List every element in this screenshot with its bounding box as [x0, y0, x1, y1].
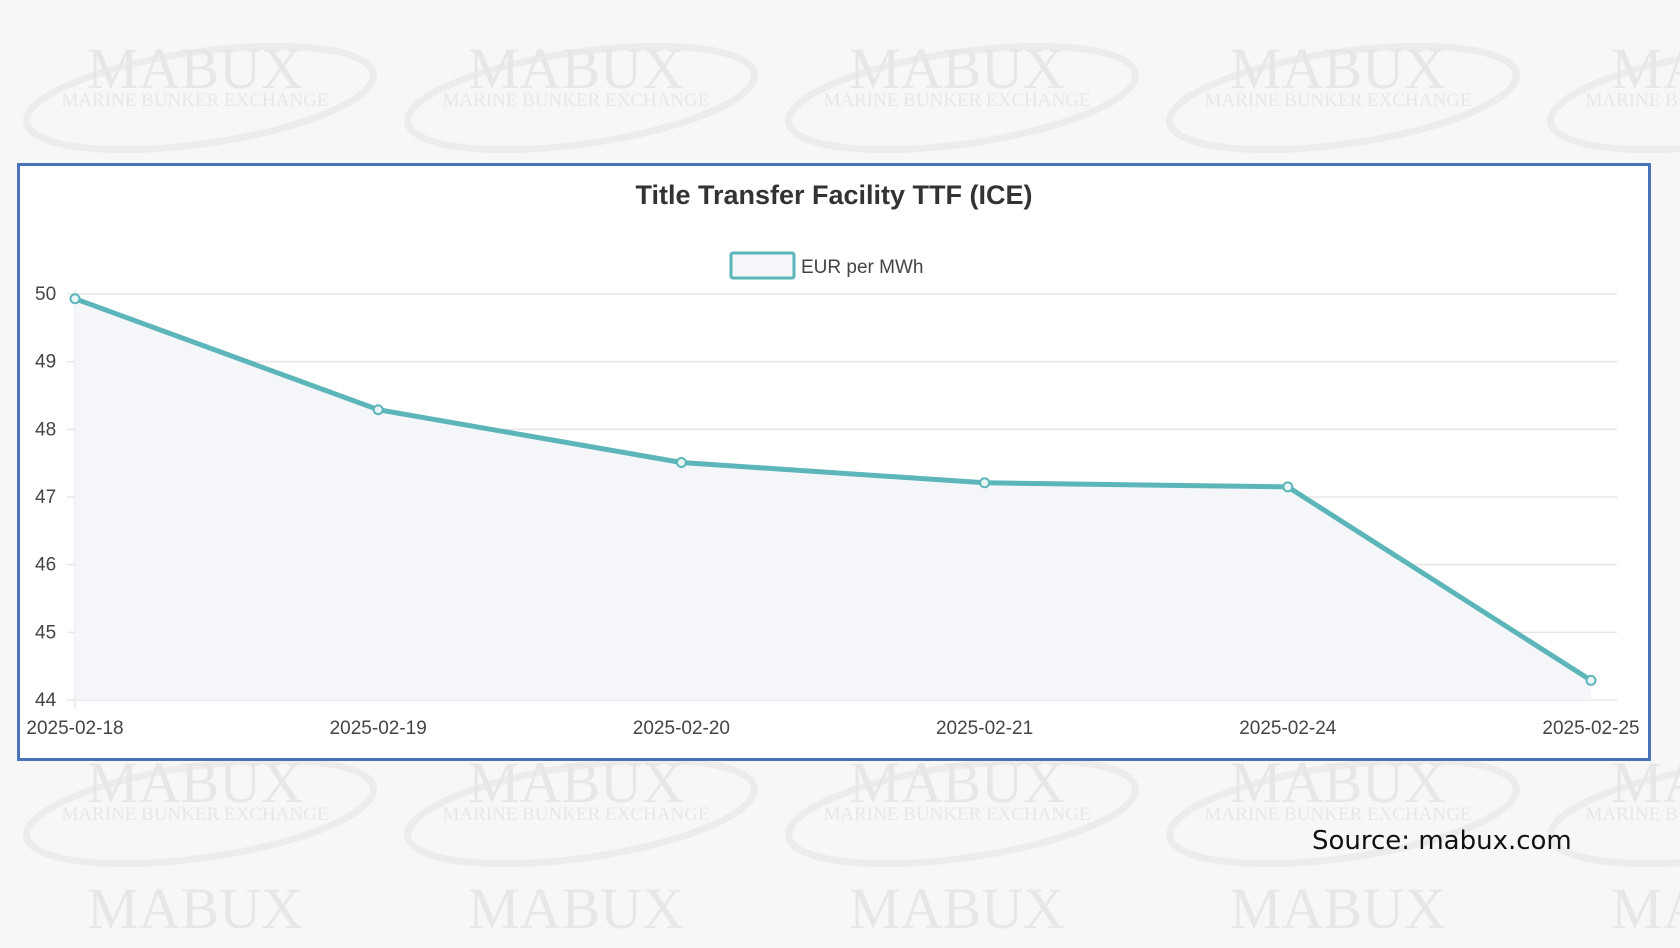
- data-point[interactable]: [1282, 481, 1294, 493]
- watermark-tagline: MARINE BUNKER EXCHANGE: [823, 90, 1090, 111]
- x-tick-label: 2025-02-19: [330, 718, 427, 739]
- chart-legend[interactable]: EUR per MWh: [729, 251, 923, 280]
- series-line: [74, 296, 1593, 683]
- y-tick-label: 48: [35, 419, 56, 440]
- chart-canvas: Title Transfer Facility TTF (ICE) EUR pe…: [26, 180, 1639, 739]
- watermark-brand: MABUX: [1230, 36, 1446, 101]
- y-tick-label: 44: [35, 690, 57, 711]
- watermark-brand: MABUX: [468, 876, 684, 941]
- watermark-brand: MABUX: [468, 36, 684, 101]
- watermark-tagline: MARINE BUNKER EXCHANGE: [823, 804, 1090, 825]
- series-area: [75, 298, 1591, 700]
- x-tick-label: 2025-02-21: [936, 718, 1033, 739]
- data-point[interactable]: [1585, 674, 1597, 686]
- data-point[interactable]: [675, 456, 687, 468]
- legend-label: EUR per MWh: [801, 257, 923, 278]
- y-tick-label: 49: [35, 352, 56, 373]
- watermark-brand: MABUX: [849, 876, 1065, 941]
- watermark-brand: MABUX: [1611, 36, 1680, 101]
- watermark-tagline: MARINE BUNKER EXCHANGE: [442, 90, 709, 111]
- x-tick-label: 2025-02-25: [1542, 718, 1639, 739]
- watermark-brand: MABUX: [1230, 876, 1446, 941]
- legend-swatch: [729, 251, 796, 280]
- chart-frame: Title Transfer Facility TTF (ICE) EUR pe…: [17, 163, 1651, 761]
- watermark-tagline: MARINE BUNKER EXCHANGE: [61, 804, 328, 825]
- x-tick-label: 2025-02-18: [26, 718, 123, 739]
- data-point[interactable]: [372, 404, 384, 416]
- watermark-tagline: MARINE BUNKER EXCHANGE: [1204, 90, 1471, 111]
- data-point[interactable]: [979, 477, 991, 489]
- source-note: Source: mabux.com: [1312, 826, 1572, 856]
- watermark-brand: MABUX: [87, 36, 303, 101]
- watermark-tile: MABUX: [468, 876, 684, 941]
- chart-title: Title Transfer Facility TTF (ICE): [635, 180, 1032, 210]
- watermark-tagline: MARINE BUNKER EXCHANGE: [1585, 804, 1680, 825]
- y-tick-label: 45: [35, 622, 56, 643]
- watermark-tagline: MARINE BUNKER EXCHANGE: [1585, 90, 1680, 111]
- watermark-tagline: MARINE BUNKER EXCHANGE: [1204, 804, 1471, 825]
- data-point[interactable]: [69, 293, 81, 305]
- x-tick-label: 2025-02-24: [1239, 718, 1337, 739]
- series-layer: [69, 293, 1597, 700]
- watermark-tile: MABUX: [849, 876, 1065, 941]
- watermark-tile: MABUX: [1230, 876, 1446, 941]
- x-tick-label: 2025-02-20: [633, 718, 730, 739]
- watermark-tagline: MARINE BUNKER EXCHANGE: [61, 90, 328, 111]
- y-tick-label: 50: [35, 284, 56, 305]
- watermark-tile: MABUX: [1611, 876, 1680, 941]
- watermark-brand: MABUX: [1611, 876, 1680, 941]
- y-tick-label: 47: [35, 487, 56, 508]
- y-tick-label: 46: [35, 555, 56, 576]
- watermark-tile: MABUX: [87, 876, 303, 941]
- watermark-brand: MABUX: [849, 36, 1065, 101]
- watermark-tagline: MARINE BUNKER EXCHANGE: [442, 804, 709, 825]
- watermark-brand: MABUX: [87, 876, 303, 941]
